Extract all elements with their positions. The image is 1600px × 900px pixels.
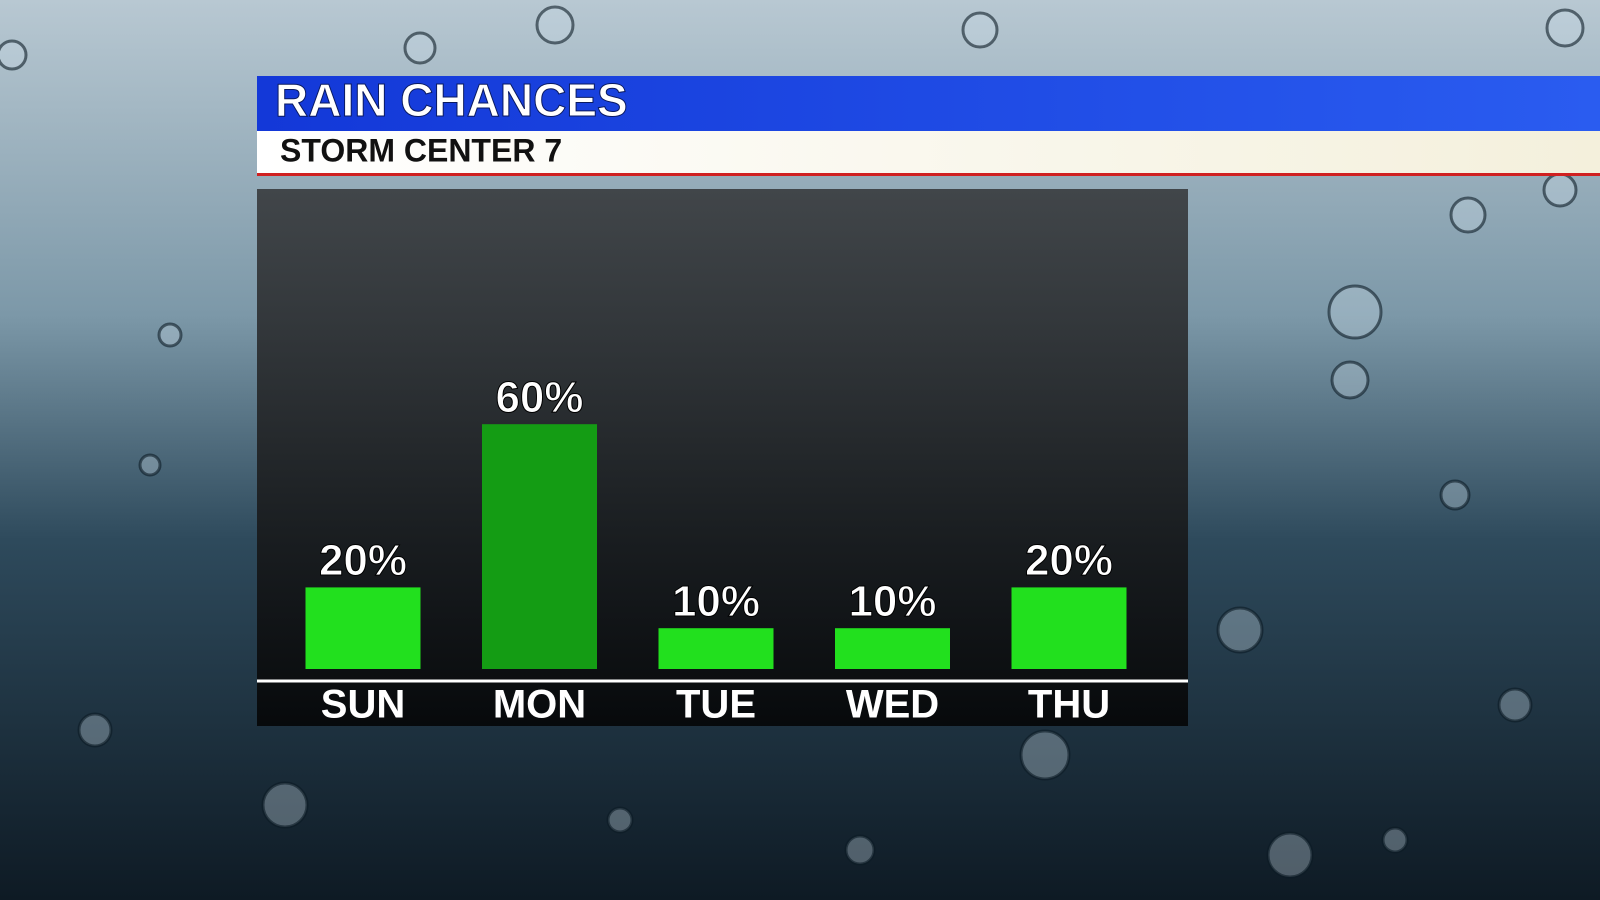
bar	[835, 628, 950, 669]
value-label: 20%	[1025, 536, 1113, 585]
raindrops	[0, 5, 1585, 879]
value-label: 60%	[495, 373, 583, 422]
bar	[658, 628, 774, 669]
x-tick-label: MON	[493, 683, 586, 727]
subtitle-bar	[257, 131, 1600, 174]
value-label: 10%	[672, 577, 760, 626]
x-tick-label: WED	[846, 683, 939, 727]
subtitle-underline	[257, 173, 1600, 176]
bar	[305, 587, 421, 669]
value-label: 20%	[319, 536, 407, 585]
x-tick-label: SUN	[321, 683, 405, 727]
chart-title: RAIN CHANCES	[275, 74, 628, 126]
x-tick-label: THU	[1028, 683, 1110, 727]
chart-subtitle: STORM CENTER 7	[280, 132, 562, 168]
title-bar	[257, 76, 1600, 131]
value-label: 10%	[848, 577, 936, 626]
x-tick-label: TUE	[676, 683, 756, 727]
bar	[1011, 587, 1127, 669]
bar	[482, 424, 597, 669]
